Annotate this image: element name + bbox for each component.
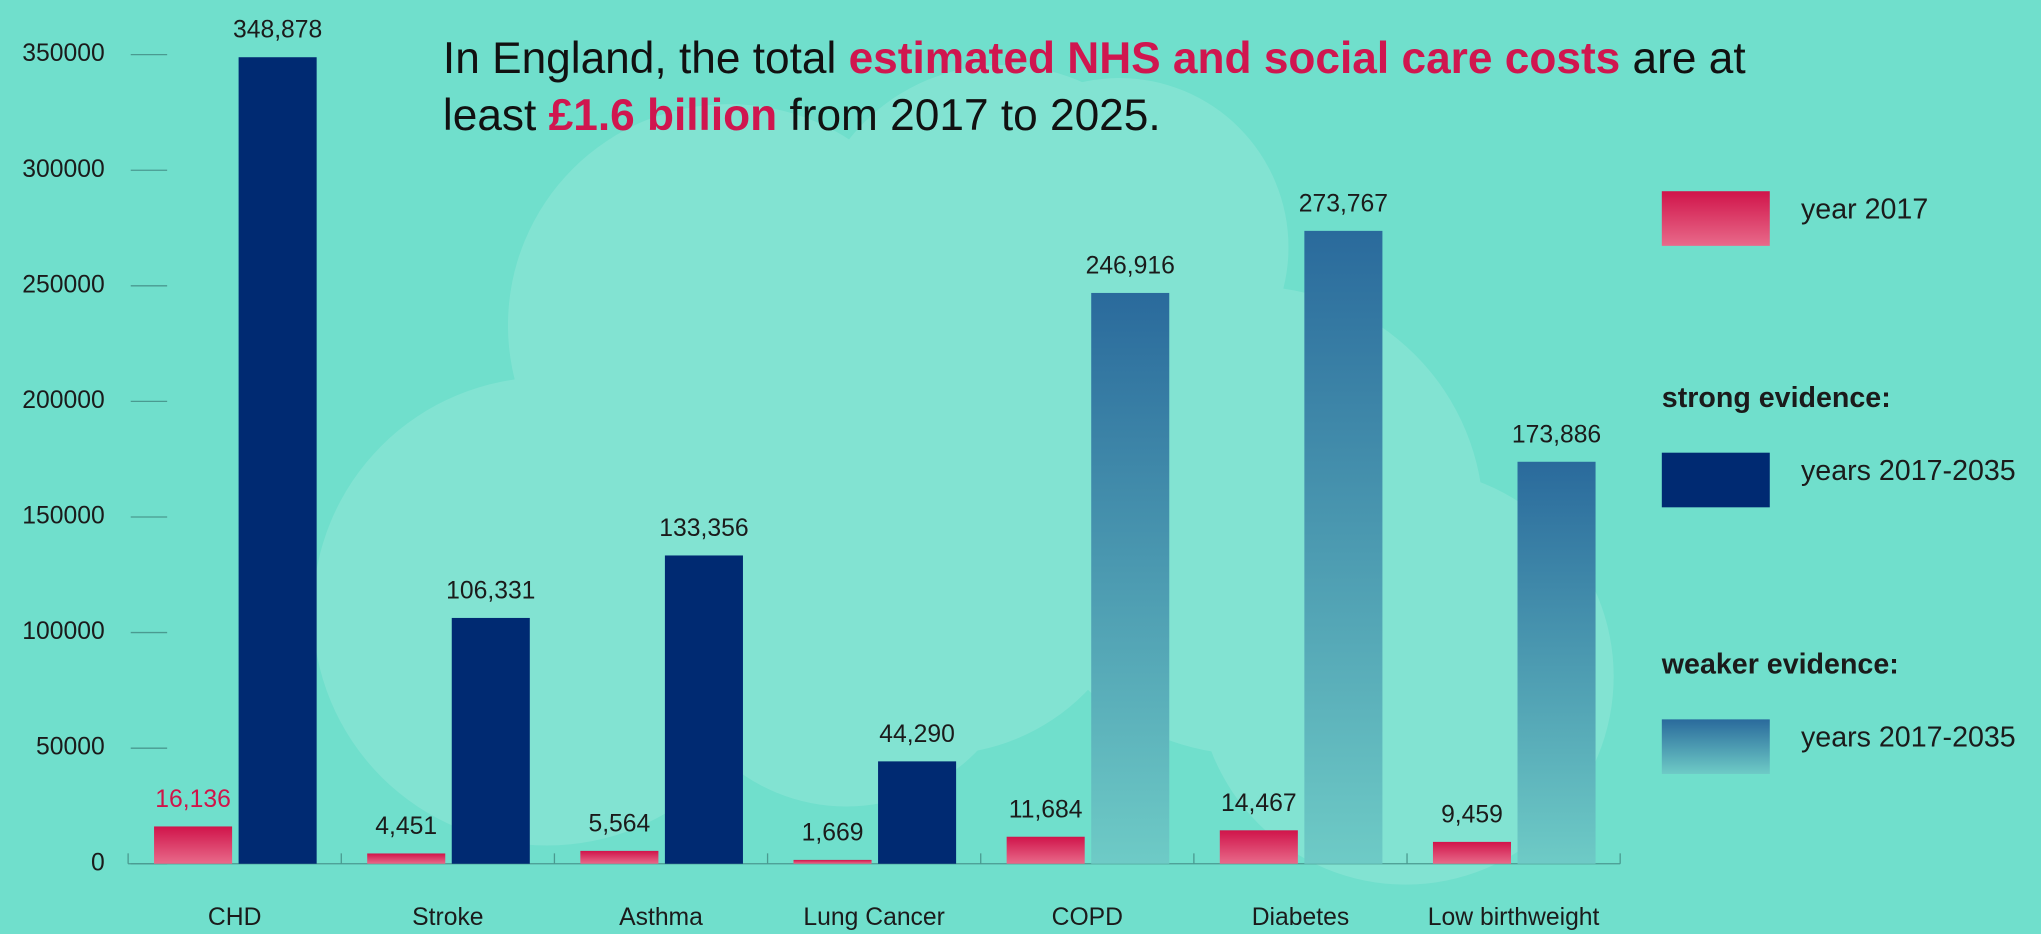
title-part: In England, the total <box>443 34 849 83</box>
legend-swatch <box>1661 452 1770 508</box>
y-tick-label: 350000 <box>22 40 104 67</box>
x-tick-label: Diabetes <box>1252 904 1350 931</box>
x-tick-label: CHD <box>208 904 262 931</box>
value-label: 133,356 <box>659 515 748 542</box>
bar <box>367 853 446 864</box>
bar <box>664 555 743 864</box>
title-highlight: estimated NHS and social care costs <box>849 34 1621 83</box>
value-label: 5,564 <box>588 810 650 837</box>
bar <box>580 850 659 864</box>
y-tick-label: 250000 <box>22 271 104 298</box>
legend-swatch <box>1661 191 1770 246</box>
value-label: 16,136 <box>155 786 231 813</box>
bar <box>1219 830 1298 864</box>
value-label: 11,684 <box>1009 796 1083 823</box>
bar <box>1304 230 1383 864</box>
bar <box>238 57 317 864</box>
bar <box>1091 292 1170 864</box>
title-line-2: least £1.6 billion from 2017 to 2025. <box>443 91 1161 140</box>
y-tick-label: 0 <box>91 849 105 876</box>
legend-label: years 2017-2035 <box>1801 455 2016 487</box>
bar <box>451 617 530 864</box>
bar <box>1517 461 1596 864</box>
legend-swatch <box>1661 719 1770 774</box>
x-tick-label: COPD <box>1052 904 1123 931</box>
value-label: 4,451 <box>375 813 437 840</box>
value-label: 1,669 <box>802 819 864 846</box>
y-tick-label: 50000 <box>36 734 105 761</box>
bar <box>1006 836 1085 864</box>
x-tick-label: Low birthweight <box>1428 904 1600 931</box>
bar <box>793 859 872 864</box>
y-tick-label: 300000 <box>22 156 104 183</box>
bar <box>154 826 233 864</box>
legend-group: strong evidence: <box>1662 382 1891 414</box>
title-highlight: £1.6 billion <box>549 91 778 140</box>
value-label: 173,886 <box>1512 421 1601 448</box>
legend-label: year 2017 <box>1801 193 1928 225</box>
value-label: 14,467 <box>1221 790 1297 817</box>
value-label: 273,767 <box>1299 190 1388 217</box>
y-tick-label: 200000 <box>22 387 104 414</box>
x-tick-label: Asthma <box>619 904 703 931</box>
legend-label: years 2017-2035 <box>1801 721 2016 753</box>
y-tick-label: 150000 <box>22 503 104 530</box>
legend-group: weaker evidence: <box>1661 649 1899 681</box>
title-part: are at <box>1620 34 1745 83</box>
title-line-1: In England, the total estimated NHS and … <box>443 34 1746 83</box>
value-label: 348,878 <box>233 17 322 44</box>
title-part: least <box>443 91 549 140</box>
value-label: 9,459 <box>1441 801 1503 828</box>
value-label: 44,290 <box>879 721 955 748</box>
value-label: 246,916 <box>1086 252 1175 279</box>
y-tick-label: 100000 <box>22 618 104 645</box>
title-part: from 2017 to 2025. <box>777 91 1160 140</box>
bar <box>878 761 957 864</box>
bar <box>1432 841 1512 864</box>
x-tick-label: Lung Cancer <box>803 904 944 931</box>
value-label: 106,331 <box>446 577 535 604</box>
x-tick-label: Stroke <box>412 904 483 931</box>
